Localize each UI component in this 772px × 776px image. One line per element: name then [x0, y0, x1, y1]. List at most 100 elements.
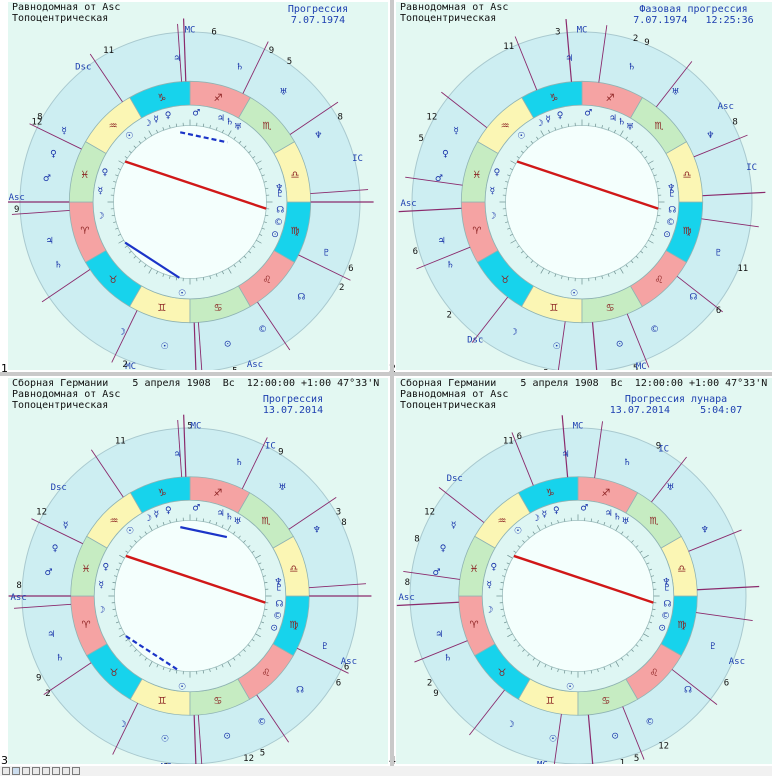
- planet-glyph-icon: ©: [661, 612, 670, 622]
- degree-tick: [112, 608, 116, 610]
- planet-glyph-icon: ♅: [279, 88, 287, 98]
- house-cusp: [416, 246, 471, 270]
- degree-tick: [597, 668, 599, 673]
- toolbar-button-5[interactable]: [42, 767, 50, 775]
- panel-number-3: 3: [1, 754, 8, 767]
- degree-tick: [655, 221, 659, 223]
- planet-glyph-icon: ♃: [609, 114, 617, 124]
- outer-label: 8: [414, 534, 419, 544]
- house-cusp: [688, 529, 742, 552]
- degree-tick: [125, 550, 129, 553]
- outer-label: 11: [103, 46, 114, 56]
- degree-tick: [527, 535, 530, 539]
- degree-tick: [643, 633, 649, 638]
- zodiac-sign-icon: ♌: [654, 275, 663, 286]
- degree-tick: [561, 125, 563, 129]
- toolbar-button-8[interactable]: [72, 767, 80, 775]
- outer-label: 12: [426, 112, 437, 122]
- asc-axis: [396, 601, 459, 607]
- degree-tick: [544, 664, 547, 668]
- planet-glyph-icon: ♇: [709, 642, 717, 652]
- planet-glyph-icon: ♀: [165, 506, 172, 516]
- degree-tick: [138, 140, 142, 144]
- planet-glyph-icon: ♄: [235, 458, 243, 468]
- degree-tick: [243, 649, 246, 652]
- toolbar-button-7[interactable]: [62, 767, 70, 775]
- degree-tick: [609, 524, 612, 528]
- outer-label: 2: [427, 679, 432, 689]
- toolbar-button-6[interactable]: [52, 767, 60, 775]
- house-cusp: [257, 301, 291, 351]
- degree-tick: [263, 221, 267, 223]
- degree-tick: [148, 525, 153, 531]
- degree-tick: [607, 273, 610, 277]
- degree-tick: [125, 639, 129, 642]
- planet-glyph-icon: ⊙: [224, 339, 232, 349]
- outer-label: Asc: [11, 593, 27, 603]
- toolbar-button-4[interactable]: [32, 767, 40, 775]
- chart-panel-1: ♈ ♉ ♊ ♋ ♌ ♍ ♎ ♏ ♐ ♑ ♒ ♓ ☉ ☽ ☿ ♀ ♂ ♃ ♄ ♅ ♆ ♇ ☊ © ⊙ ☉ ☽ ☿ ♀ ♃ ♄ ♅ ♆ ♇ ☊ © ⊙ ☉ ☽ ☿…: [8, 2, 388, 370]
- outer-label: 5: [287, 57, 292, 67]
- mc-axis: [561, 415, 569, 478]
- planet-glyph-icon: ©: [666, 218, 675, 228]
- planet-glyph-icon: ♄: [613, 512, 621, 522]
- house-cusp: [111, 310, 138, 363]
- degree-tick: [258, 627, 262, 630]
- toolbar-button-1[interactable]: [2, 767, 10, 775]
- degree-tick: [148, 130, 153, 136]
- degree-tick: [227, 661, 232, 667]
- zodiac-sign-icon: ♒: [497, 516, 506, 527]
- zodiac-sign-icon: ♌: [262, 668, 271, 679]
- planet-glyph-icon: ☉: [178, 682, 186, 692]
- planet-glyph-icon: ♀: [103, 562, 110, 572]
- degree-tick: [221, 664, 224, 668]
- zodiac-sign-icon: ♏: [262, 121, 271, 132]
- zodiac-sign-icon: ♉: [109, 275, 118, 286]
- degree-tick: [619, 130, 624, 136]
- outer-label: 12: [243, 754, 254, 764]
- house-cusp: [242, 41, 269, 94]
- planet-glyph-icon: ☿: [542, 510, 548, 520]
- aspect-line-red: [513, 554, 654, 604]
- planet-glyph-icon: ♃: [438, 237, 446, 247]
- zodiac-sign-icon: ♎: [683, 170, 692, 181]
- degree-tick: [115, 227, 119, 230]
- planet-glyph-icon: ☊: [689, 292, 697, 302]
- degree-tick: [639, 639, 643, 642]
- degree-tick: [215, 127, 218, 131]
- degree-tick: [124, 156, 128, 159]
- outer-label: 2: [122, 360, 127, 370]
- planet-glyph-icon: ♀: [165, 111, 172, 121]
- zodiac-sign-icon: ♋: [213, 696, 222, 707]
- toolbar-button-3[interactable]: [22, 767, 30, 775]
- degree-tick: [640, 150, 644, 154]
- planet-glyph-icon: ©: [273, 612, 282, 622]
- house-cusp: [177, 419, 183, 478]
- outer-label: 12: [424, 507, 435, 517]
- degree-tick: [504, 621, 508, 624]
- outer-label: 2: [446, 310, 451, 320]
- degree-tick: [255, 554, 261, 559]
- outer-label: 5: [187, 422, 192, 432]
- degree-tick: [134, 540, 137, 543]
- zodiac-sign-icon: ♋: [606, 303, 615, 314]
- house-cusp: [701, 218, 759, 228]
- zodiac-sign-icon: ♌: [262, 275, 271, 286]
- planet-glyph-icon: ♆: [706, 131, 714, 141]
- degree-tick: [536, 525, 541, 531]
- house-cusp: [671, 669, 718, 705]
- degree-tick: [564, 518, 566, 522]
- degree-tick: [540, 268, 545, 274]
- planet-glyph-icon: ♇: [275, 584, 283, 594]
- outer-label: 5: [633, 364, 638, 370]
- outer-label: 12: [658, 741, 669, 751]
- planet-glyph-icon: ☿: [98, 186, 104, 196]
- outer-label: 8: [341, 518, 346, 528]
- degree-tick: [657, 214, 661, 217]
- planet-glyph-icon: ☿: [490, 186, 496, 196]
- zodiac-sign-icon: ♑: [157, 93, 166, 104]
- aspect-line-blue: [125, 635, 181, 672]
- zodiac-sign-icon: ♎: [677, 564, 686, 575]
- degree-tick: [221, 524, 224, 528]
- toolbar-button-2[interactable]: [12, 767, 20, 775]
